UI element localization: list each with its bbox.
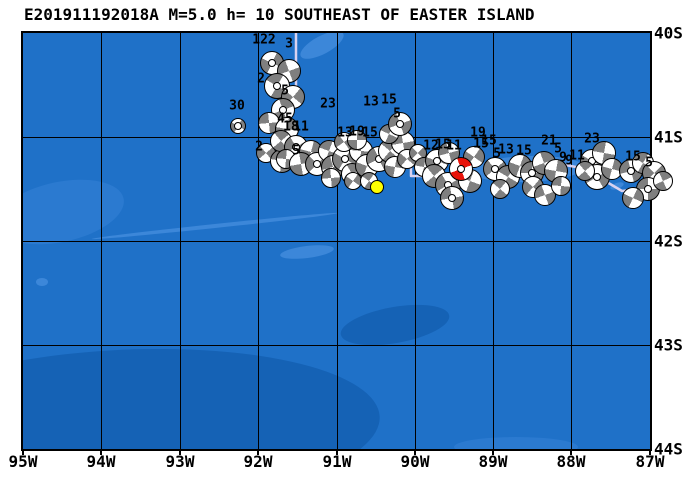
x-axis-label: 91W: [322, 452, 352, 471]
event-day-label: 5: [393, 106, 401, 122]
focal-mechanism: [622, 187, 644, 209]
event-day-label: 5: [645, 155, 653, 171]
bathymetry-patch: [36, 278, 48, 286]
focal-mechanism-center-dot: [313, 160, 321, 168]
event-day-label: 19: [349, 124, 365, 140]
event-day-label: 12: [423, 138, 439, 154]
focal-mechanism: [490, 179, 510, 199]
axis-tick: [257, 450, 259, 455]
event-day-label: 15: [625, 149, 641, 165]
epicenter-marker-yellow: [370, 180, 384, 194]
bathymetry-patch: [23, 179, 124, 245]
event-day-label: 2: [257, 71, 265, 87]
x-axis-label: 95W: [8, 452, 38, 471]
event-day-label: 15: [362, 125, 378, 141]
focal-mechanism: [534, 184, 556, 206]
focal-mechanism: [440, 186, 464, 210]
axis-tick: [649, 450, 651, 455]
event-day-label: 5: [281, 83, 289, 99]
grid-line-parallel: [23, 241, 650, 242]
event-day-label: 13: [337, 125, 353, 141]
bathymetry-patch: [610, 182, 624, 190]
event-day-label: 13: [498, 142, 514, 158]
axis-tick: [22, 450, 24, 455]
focal-mechanism-center-dot: [396, 120, 404, 128]
event-day-label: 11: [569, 148, 585, 164]
focal-mechanism-center-dot: [341, 155, 349, 163]
axis-tick: [492, 450, 494, 455]
x-axis-label: 93W: [165, 452, 195, 471]
axis-tick: [336, 450, 338, 455]
focal-mechanism: [653, 171, 673, 191]
y-axis-label: 40S: [654, 23, 683, 43]
event-day-label: 23: [320, 96, 336, 112]
focal-mechanism: [321, 168, 341, 188]
focal-mechanism-center-dot: [268, 59, 276, 67]
bathymetry-patch: [300, 33, 344, 59]
y-axis-label: 41S: [654, 127, 683, 147]
event-day-label: 122: [252, 32, 276, 48]
focal-mechanism: [347, 130, 367, 150]
event-day-label: 15: [435, 137, 451, 153]
focal-mechanism: [230, 118, 246, 134]
event-day-label: 45: [277, 111, 293, 127]
x-axis-label: 88W: [556, 452, 586, 471]
event-day-label: 3: [285, 36, 293, 52]
page-title: E201911192018A M=5.0 h= 10 SOUTHEAST OF …: [24, 5, 535, 24]
focal-mechanism-center-dot: [457, 165, 465, 173]
event-day-label: 15: [473, 136, 489, 152]
x-axis-label: 87W: [635, 452, 665, 471]
bathymetry-patch: [454, 437, 578, 449]
x-axis-label: 94W: [86, 452, 116, 471]
y-axis-label: 42S: [654, 231, 683, 251]
focal-mechanism-center-dot: [593, 173, 601, 181]
focal-mechanism-highlighted: [449, 157, 473, 181]
bathymetry-patch: [280, 245, 334, 259]
event-day-label: 23: [584, 131, 600, 147]
focal-mechanism-center-dot: [273, 82, 281, 90]
focal-mechanism-center-dot: [234, 122, 242, 130]
axis-tick: [570, 450, 572, 455]
event-day-label: 2: [255, 139, 263, 155]
axis-tick: [179, 450, 181, 455]
x-axis-label: 92W: [243, 452, 273, 471]
event-day-label: 30: [229, 98, 245, 114]
focal-mechanism-center-dot: [644, 185, 652, 193]
bathymetry-layer: [23, 33, 624, 449]
event-day-label: 21: [541, 133, 557, 149]
focal-mechanism: [575, 161, 595, 181]
focal-mechanism-center-dot: [279, 106, 287, 114]
event-day-label: 19: [470, 125, 486, 141]
grid-line-parallel: [23, 345, 650, 346]
event-day-label: 11: [293, 119, 309, 135]
event-day-label: 15: [481, 133, 497, 149]
bathymetry-patch: [23, 348, 380, 449]
map-canvas: [21, 31, 652, 451]
event-day-label: 9: [565, 153, 573, 169]
event-day-label: 5: [292, 143, 300, 159]
y-axis-label: 44S: [654, 439, 683, 459]
x-axis-label: 90W: [400, 452, 430, 471]
event-day-label: 15: [516, 143, 532, 159]
event-day-label: 5: [554, 141, 562, 157]
focal-mechanism: [388, 112, 412, 136]
event-day-label: 11: [446, 138, 462, 154]
focal-mechanism-center-dot: [448, 194, 456, 202]
event-day-label: 9: [559, 150, 567, 166]
bathymetry-patch: [340, 304, 450, 346]
x-axis-label: 89W: [478, 452, 508, 471]
bathymetry-patch: [91, 212, 339, 240]
y-axis-label: 43S: [654, 335, 683, 355]
event-day-label: 18: [283, 119, 299, 135]
axis-tick: [100, 450, 102, 455]
event-day-label: 5: [493, 146, 501, 162]
event-day-label: 13: [363, 94, 379, 110]
focal-mechanism: [551, 176, 571, 196]
axis-tick: [414, 450, 416, 455]
event-day-label: 15: [381, 92, 397, 108]
